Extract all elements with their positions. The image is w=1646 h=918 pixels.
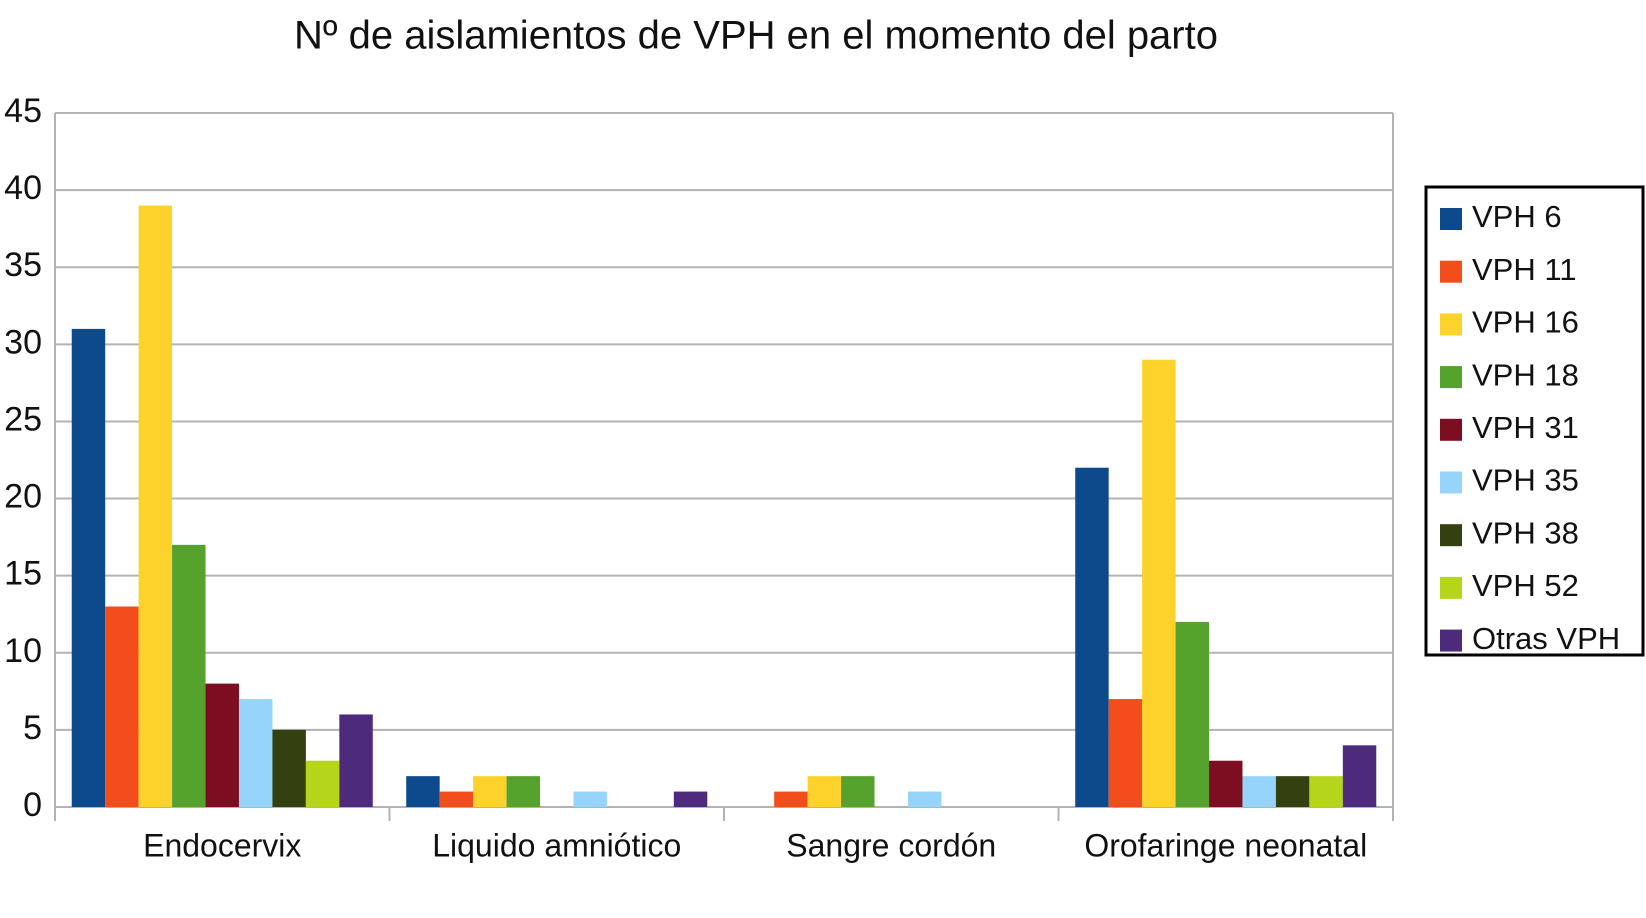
bar [1075,467,1109,807]
x-tick-label: Liquido amniótico [432,827,681,863]
bar [1175,621,1210,807]
bar [1142,359,1176,807]
y-tick-label: 15 [4,555,42,593]
x-tick-label: Orofaringe neonatal [1084,827,1367,863]
legend-swatch [1440,208,1462,230]
y-tick-label: 40 [4,169,42,207]
bar [406,776,440,807]
bar [841,776,875,807]
legend-label: VPH 18 [1472,357,1579,392]
legend-label: VPH 52 [1472,568,1579,603]
legend-swatch [1440,313,1462,336]
y-tick-label: 20 [4,478,42,516]
legend-swatch [1440,260,1462,283]
bar [205,683,239,807]
bar [71,328,106,807]
bar [1108,699,1143,807]
bar [473,776,507,807]
bar [138,205,173,808]
legend-label: VPH 31 [1472,410,1579,445]
bar [1275,776,1310,807]
bar [506,776,541,807]
y-tick-label: 0 [23,786,42,824]
legend-label: VPH 11 [1472,252,1577,287]
y-tick-label: 5 [23,709,42,747]
y-tick-label: 45 [4,92,42,130]
legend-swatch [1440,629,1462,652]
legend-swatch [1440,366,1462,389]
legend-box [1424,185,1645,657]
bar [272,729,306,807]
bar [774,791,808,807]
x-tick-label: Endocervix [143,827,301,863]
legend-label: VPH 35 [1472,463,1579,498]
bar [339,714,373,807]
y-tick-label: 30 [4,323,42,361]
bar [1209,760,1243,807]
legend-swatch [1440,418,1462,441]
legend-label: VPH 6 [1472,199,1562,234]
y-tick-label: 35 [4,246,42,284]
legend-label: VPH 16 [1472,305,1579,340]
legend-label: Otras VPH [1472,621,1620,656]
bar [439,791,474,807]
bar [907,791,942,807]
y-tick-label: 10 [4,632,42,670]
legend-swatch [1440,576,1462,599]
y-tick-label: 25 [4,400,42,438]
chart-title: Nº de aislamientos de VPH en el momento … [294,14,1218,58]
legend-swatch [1440,471,1462,494]
bar [573,791,607,807]
bar [238,699,273,807]
x-tick-label: Sangre cordón [786,827,996,863]
bar [1242,776,1276,807]
bar [172,544,206,807]
legend-label: VPH 38 [1472,515,1579,550]
bar [807,776,842,807]
bar [1342,745,1377,807]
legend-swatch [1440,524,1462,547]
bar [305,760,340,807]
bar [105,606,139,807]
bar [673,791,708,807]
bar [1309,776,1343,807]
